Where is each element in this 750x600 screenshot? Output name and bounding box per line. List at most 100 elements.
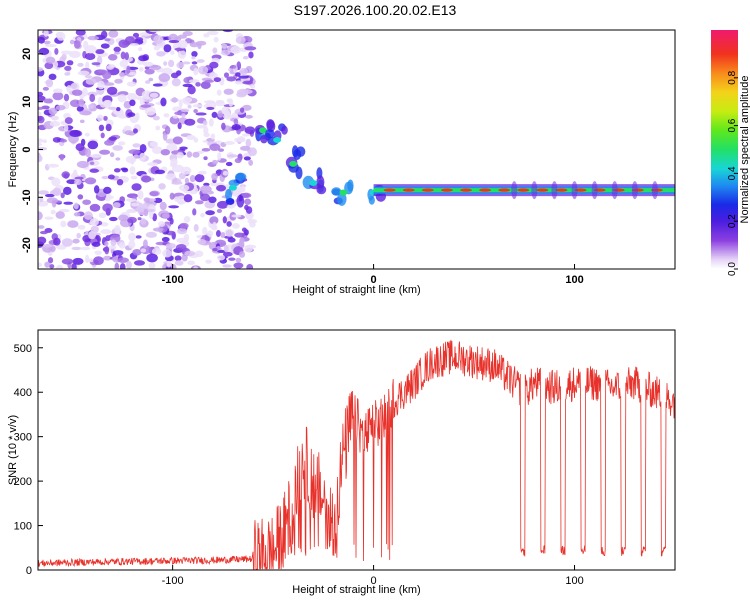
noise-blob: [97, 96, 103, 106]
noise-blob: [93, 185, 100, 194]
noise-blob: [194, 200, 204, 205]
noise-blob: [138, 67, 144, 72]
noise-blob: [84, 254, 90, 263]
noise-blob: [147, 162, 158, 167]
noise-blob: [59, 154, 64, 161]
noise-blob: [166, 260, 172, 268]
noise-blob: [124, 130, 134, 136]
noise-blob: [82, 87, 88, 97]
noise-blob: [106, 64, 114, 70]
noise-blob: [248, 51, 254, 59]
noise-blob: [238, 251, 246, 258]
noise-blob: [104, 139, 115, 146]
y-tick-label: 0: [26, 565, 32, 577]
x-tick-label: 0: [371, 575, 377, 587]
track-blob: [316, 185, 327, 195]
noise-blob: [55, 211, 65, 219]
noise-blob: [153, 45, 160, 51]
noise-blob: [38, 138, 44, 143]
noise-blob: [222, 251, 233, 257]
noise-blob: [118, 214, 129, 222]
carrier-peak: [402, 188, 415, 192]
noise-blob: [77, 62, 84, 67]
colorbar-tick-label: 0.2: [727, 214, 738, 228]
noise-blob: [168, 59, 175, 68]
noise-blob: [162, 249, 173, 258]
carrier-peak: [383, 188, 396, 192]
noise-blob: [207, 230, 214, 237]
noise-blob: [132, 143, 141, 148]
noise-blob: [64, 72, 71, 76]
x-tick-label: -100: [162, 274, 184, 286]
noise-blob: [52, 88, 63, 94]
noise-blob: [75, 30, 86, 36]
noise-blob: [61, 171, 70, 179]
noise-blob: [177, 122, 182, 130]
noise-blob: [239, 67, 248, 76]
noise-blob: [233, 118, 239, 125]
noise-blob: [38, 236, 47, 245]
noise-blob: [174, 260, 184, 266]
noise-blob: [216, 255, 226, 261]
noise-blob: [116, 178, 124, 186]
noise-blob: [104, 245, 110, 255]
noise-blob: [192, 208, 197, 216]
noise-blob: [226, 76, 237, 82]
noise-blob: [98, 212, 107, 219]
noise-blob: [235, 36, 246, 45]
noise-blob: [114, 225, 121, 234]
noise-blob: [130, 202, 140, 207]
noise-blob: [38, 95, 46, 102]
noise-blob: [193, 223, 199, 232]
noise-blob: [221, 122, 226, 131]
noise-blob: [42, 244, 53, 248]
track-blob: [265, 129, 275, 139]
noise-blob: [197, 239, 207, 245]
carrier-spur: [631, 181, 638, 200]
y-axis-label: SNR (10 * v/v): [7, 415, 19, 485]
noise-blob: [102, 203, 113, 213]
noise-blob: [129, 99, 136, 107]
noise-blob: [89, 218, 99, 226]
noise-blob: [38, 211, 43, 221]
noise-blob: [137, 190, 144, 200]
noise-blob: [82, 199, 92, 205]
colorbar-tick-label: 0.4: [727, 166, 738, 180]
noise-blob: [45, 56, 56, 64]
noise-blob: [100, 43, 110, 49]
noise-blob: [171, 78, 181, 87]
noise-blob: [164, 125, 171, 135]
noise-blob: [103, 186, 112, 194]
noise-blob: [187, 85, 196, 95]
noise-blob: [162, 213, 170, 219]
noise-blob: [242, 104, 252, 111]
y-tick-label: 20: [21, 48, 33, 60]
noise-blob: [166, 143, 178, 153]
noise-blob: [186, 151, 193, 158]
noise-blob: [152, 227, 164, 232]
noise-blob: [165, 173, 176, 181]
noise-blob: [61, 238, 73, 247]
noise-blob: [242, 55, 249, 60]
track-blob: [331, 187, 342, 196]
carrier-spur: [611, 181, 618, 200]
x-tick-label: 100: [565, 575, 583, 587]
noise-blob: [135, 235, 142, 239]
noise-blob: [160, 97, 167, 107]
noise-blob: [64, 117, 73, 125]
noise-blob: [223, 88, 234, 95]
noise-blob: [128, 149, 141, 155]
noise-blob: [38, 200, 49, 207]
noise-blob: [102, 82, 115, 86]
noise-blob: [45, 78, 54, 88]
noise-blob: [96, 114, 104, 122]
noise-blob: [141, 175, 152, 183]
noise-blob: [76, 105, 84, 112]
noise-blob: [89, 168, 100, 173]
noise-blob: [99, 149, 111, 155]
noise-blob: [120, 51, 126, 60]
noise-blob: [177, 34, 187, 39]
noise-blob: [62, 186, 72, 196]
noise-blob: [39, 196, 44, 203]
noise-blob: [223, 72, 229, 78]
